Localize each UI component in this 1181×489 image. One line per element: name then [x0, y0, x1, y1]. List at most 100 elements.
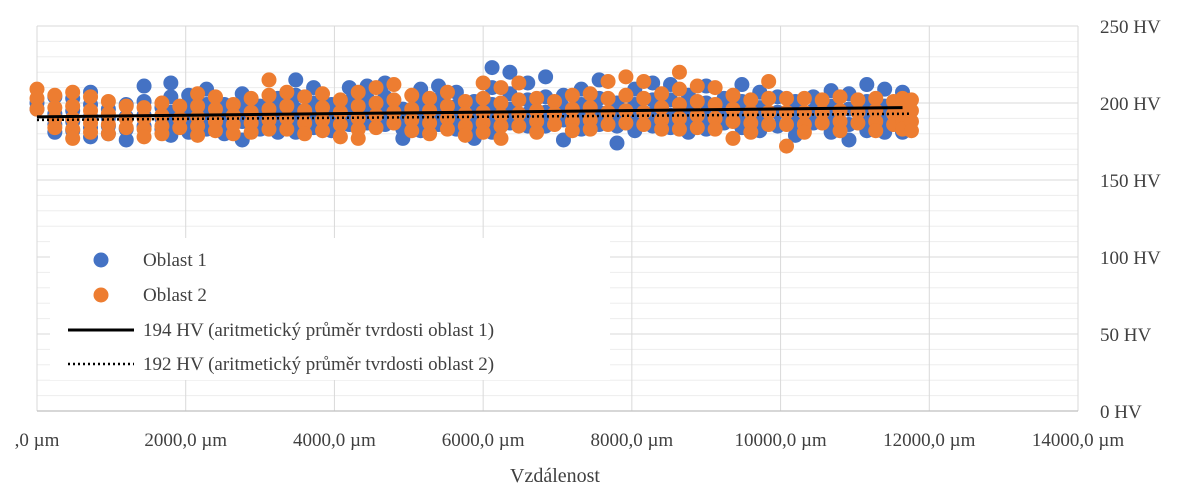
- scatter-point-oblast-2: [671, 97, 687, 113]
- scatter-point-oblast-2: [725, 113, 741, 129]
- scatter-point-oblast-2: [600, 90, 616, 106]
- scatter-point-oblast-2: [511, 118, 527, 134]
- scatter-point-oblast-2: [279, 84, 295, 100]
- scatter-point-oblast-1: [734, 77, 750, 93]
- scatter-point-oblast-2: [136, 129, 152, 145]
- scatter-point-oblast-2: [564, 101, 580, 117]
- x-axis-tick-labels: ,0 µm 2000,0 µm 4000,0 µm 6000,0 µm 8000,0 µ…: [15, 430, 1125, 451]
- scatter-point-oblast-2: [814, 92, 830, 108]
- scatter-point-oblast-2: [100, 93, 116, 109]
- scatter-point-oblast-2: [671, 64, 687, 80]
- y-tick-label: 50 HV: [1100, 325, 1151, 346]
- scatter-point-oblast-2: [190, 86, 206, 102]
- scatter-point-oblast-2: [903, 123, 919, 139]
- scatter-point-oblast-2: [779, 138, 795, 154]
- scatter-point-oblast-2: [29, 90, 45, 106]
- x-tick-label: 14000,0 µm: [1032, 430, 1124, 451]
- scatter-point-oblast-2: [636, 90, 652, 106]
- legend-label: 194 HV (aritmetický průměr tvrdosti obla…: [143, 320, 494, 341]
- scatter-point-oblast-2: [725, 87, 741, 103]
- y-tick-label: 0 HV: [1100, 402, 1142, 423]
- scatter-point-oblast-2: [636, 73, 652, 89]
- scatter-point-oblast-2: [261, 72, 277, 88]
- x-tick-label: 8000,0 µm: [590, 430, 673, 451]
- legend-background: [50, 238, 610, 380]
- scatter-point-oblast-2: [511, 92, 527, 108]
- scatter-point-oblast-2: [868, 123, 884, 139]
- legend-label: Oblast 2: [143, 285, 207, 306]
- legend: Oblast 1 Oblast 2 194 HV (aritmetický prům…: [68, 250, 494, 375]
- scatter-point-oblast-2: [582, 121, 598, 137]
- scatter-point-oblast-2: [207, 89, 223, 105]
- scatter-point-oblast-2: [582, 86, 598, 102]
- scatter-point-oblast-2: [761, 90, 777, 106]
- scatter-point-oblast-1: [484, 60, 500, 76]
- legend-label: 192 HV (aritmetický průměr tvrdosti obla…: [143, 354, 494, 375]
- scatter-point-oblast-2: [118, 98, 134, 114]
- scatter-point-oblast-2: [422, 115, 438, 131]
- average-lines: [36, 106, 912, 122]
- y-tick-label: 100 HV: [1100, 248, 1161, 269]
- scatter-point-oblast-2: [439, 121, 455, 137]
- scatter-point-oblast-2: [368, 107, 384, 123]
- scatter-point-oblast-2: [315, 123, 331, 139]
- scatter-point-oblast-2: [457, 127, 473, 143]
- scatter-point-oblast-2: [207, 101, 223, 117]
- scatter-point-oblast-2: [743, 124, 759, 140]
- scatter-point-oblast-2: [332, 129, 348, 145]
- scatter-point-oblast-2: [386, 77, 402, 93]
- x-tick-label: 12000,0 µm: [883, 430, 975, 451]
- scatter-point-oblast-2: [225, 97, 241, 113]
- scatter-point-oblast-2: [903, 92, 919, 108]
- scatter-point-oblast-2: [190, 98, 206, 114]
- scatter-point-oblast-2: [725, 130, 741, 146]
- scatter-point-oblast-2: [689, 78, 705, 94]
- scatter-point-oblast-2: [618, 87, 634, 103]
- scatter-point-oblast-2: [743, 92, 759, 108]
- scatter-point-oblast-2: [439, 98, 455, 114]
- scatter-point-oblast-1: [841, 132, 857, 148]
- average-line-oblast-1: [36, 106, 903, 119]
- scatter-point-oblast-2: [529, 124, 545, 140]
- scatter-point-oblast-2: [154, 126, 170, 142]
- legend-marker-oblast-1: [93, 252, 109, 268]
- scatter-point-oblast-2: [332, 92, 348, 108]
- scatter-point-oblast-2: [529, 113, 545, 129]
- scatter-point-oblast-2: [47, 100, 63, 116]
- scatter-point-oblast-2: [350, 84, 366, 100]
- scatter-point-oblast-2: [707, 121, 723, 137]
- scatter-point-oblast-1: [859, 77, 875, 93]
- scatter-point-oblast-2: [297, 89, 313, 105]
- scatter-point-oblast-1: [555, 132, 571, 148]
- scatter-point-oblast-2: [671, 121, 687, 137]
- scatter-point-oblast-2: [439, 110, 455, 126]
- scatter-point-oblast-2: [832, 89, 848, 105]
- scatter-point-oblast-2: [279, 98, 295, 114]
- scatter-point-oblast-1: [118, 132, 134, 148]
- scatter-point-oblast-1: [502, 64, 518, 80]
- scatter-point-oblast-2: [83, 103, 99, 119]
- scatter-point-oblast-2: [779, 117, 795, 133]
- y-tick-label: 250 HV: [1100, 17, 1161, 38]
- scatter-point-oblast-2: [350, 130, 366, 146]
- scatter-point-oblast-2: [439, 84, 455, 100]
- scatter-point-oblast-2: [65, 110, 81, 126]
- scatter-point-oblast-2: [600, 73, 616, 89]
- scatter-point-oblast-2: [814, 115, 830, 131]
- scatter-point-oblast-2: [761, 117, 777, 133]
- scatter-point-oblast-2: [761, 73, 777, 89]
- scatter-point-oblast-1: [288, 72, 304, 88]
- scatter-point-oblast-2: [511, 75, 527, 91]
- legend-marker-oblast-2: [93, 287, 109, 303]
- scatter-point-oblast-2: [207, 123, 223, 139]
- scatter-point-oblast-2: [529, 90, 545, 106]
- scatter-point-oblast-2: [796, 90, 812, 106]
- scatter-point-oblast-2: [618, 69, 634, 85]
- scatter-point-oblast-2: [404, 87, 420, 103]
- scatter-point-oblast-2: [261, 121, 277, 137]
- scatter-point-oblast-2: [422, 90, 438, 106]
- scatter-point-oblast-1: [163, 75, 179, 91]
- scatter-point-oblast-2: [225, 126, 241, 142]
- scatter-point-oblast-2: [172, 120, 188, 136]
